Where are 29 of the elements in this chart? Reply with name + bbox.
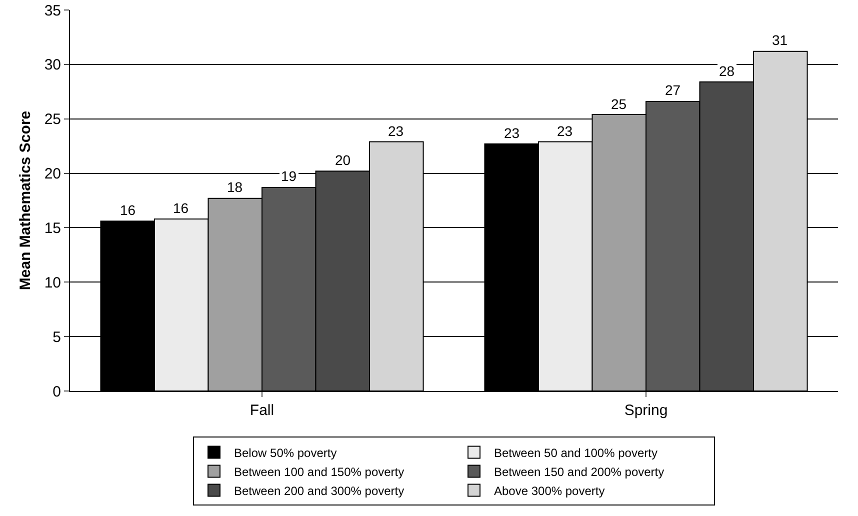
data-label: 20 (335, 152, 351, 168)
y-tick-label: 15 (44, 220, 61, 237)
legend-label: Below 50% poverty (234, 446, 337, 460)
data-label: 23 (504, 125, 520, 141)
y-axis-title: Mean Mathematics Score (17, 110, 34, 290)
legend-label: Between 100 and 150% poverty (234, 464, 404, 479)
legend-label: Between 50 and 100% poverty (494, 446, 658, 460)
y-tick-label: 35 (44, 2, 61, 20)
legend-label: Between 150 and 200% poverty (494, 464, 664, 479)
y-tick-label: 0 (52, 383, 61, 400)
y-tick-label: 10 (44, 274, 61, 292)
data-label: 23 (388, 123, 404, 139)
y-tick-label: 25 (44, 111, 61, 128)
x-tick-label: Fall (250, 402, 274, 419)
x-tick-label: Spring (624, 402, 668, 419)
data-label: 28 (719, 63, 735, 79)
data-label: 31 (772, 32, 788, 48)
y-tick-label: 20 (44, 166, 61, 183)
y-tick-label: 5 (52, 328, 61, 346)
legend-label: Above 300% poverty (494, 484, 605, 498)
data-label: 27 (665, 82, 681, 98)
legend-label: Between 200 and 300% poverty (234, 484, 404, 498)
data-label: 23 (557, 123, 573, 139)
y-tick-label: 30 (44, 56, 61, 74)
data-label: 19 (281, 168, 297, 184)
data-label: 18 (227, 179, 243, 195)
data-label: 25 (611, 96, 627, 112)
data-label: 16 (173, 200, 189, 216)
data-label: 16 (120, 202, 136, 218)
